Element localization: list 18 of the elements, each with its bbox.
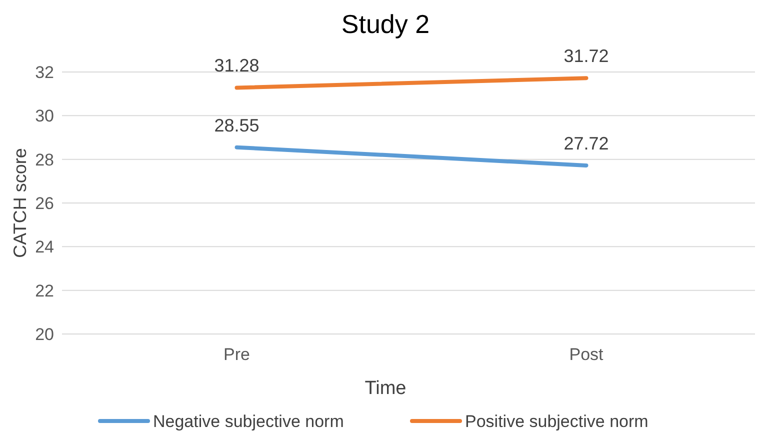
legend-label: Positive subjective norm [465, 412, 648, 431]
data-label: 27.72 [564, 133, 609, 154]
y-tick-label: 28 [35, 150, 54, 170]
legend-label: Negative subjective norm [153, 412, 344, 431]
data-label: 28.55 [214, 115, 260, 136]
y-tick-label: 32 [35, 62, 54, 82]
data-label: 31.28 [214, 56, 260, 76]
y-axis-title: CATCH score [10, 148, 30, 258]
chart-title: Study 2 [341, 9, 430, 39]
y-tick-label: 22 [35, 281, 54, 300]
y-tick-label: 20 [35, 324, 54, 344]
y-tick-label: 24 [35, 238, 54, 257]
x-tick-label: Pre [224, 345, 250, 364]
x-tick-label: Post [569, 345, 604, 364]
data-label: 31.72 [564, 46, 609, 66]
x-axis-title: Time [364, 378, 406, 399]
y-tick-label: 26 [35, 194, 54, 213]
y-tick-label: 30 [35, 106, 54, 126]
